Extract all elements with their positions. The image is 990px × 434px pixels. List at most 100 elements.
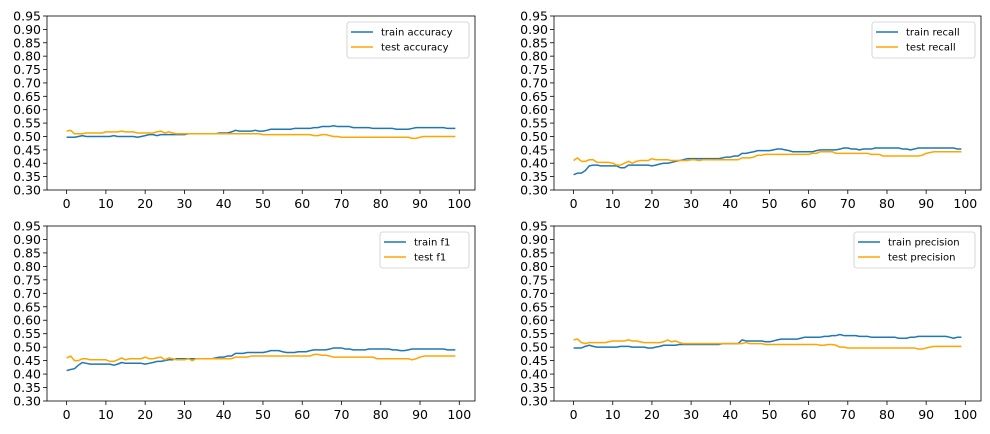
x-tick-label: 80	[879, 407, 895, 422]
x-tick-label: 30	[683, 407, 699, 422]
y-tick-label: 0.60	[13, 313, 41, 328]
x-tick-label: 90	[412, 407, 428, 422]
x-tick-label: 70	[840, 407, 856, 422]
y-tick-label: 0.60	[520, 313, 548, 328]
y-tick-label: 0.75	[520, 62, 548, 77]
y-tick-label: 0.80	[13, 259, 41, 274]
y-tick-label: 0.80	[520, 259, 548, 274]
series-line-train	[573, 333, 962, 349]
y-tick-label: 0.95	[520, 219, 548, 234]
axes-frame	[46, 15, 476, 191]
y-tick-label: 0.60	[520, 102, 548, 117]
legend-label: test precision	[888, 253, 956, 264]
x-tick-label: 60	[801, 196, 817, 211]
x-tick-label: 20	[644, 407, 660, 422]
axes-frame	[46, 225, 476, 402]
subplot-f1: 0 10 20 30 40 50 60 70 80 90 1000.300.350.400.450.…	[13, 219, 476, 422]
subplot-precision: 0 10 20 30 40 50 60 70 80 90 1000.300.350.400.450.…	[520, 219, 982, 422]
y-tick-label: 0.95	[520, 9, 548, 24]
x-tick-label: 10	[98, 407, 114, 422]
y-tick-label: 0.50	[13, 129, 41, 144]
x-tick-label: 100	[447, 407, 471, 422]
y-tick-label: 0.85	[520, 35, 548, 50]
y-tick-label: 0.40	[520, 367, 548, 382]
x-tick-label: 100	[953, 407, 977, 422]
x-tick-label: 30	[683, 196, 699, 211]
y-tick-label: 0.50	[520, 129, 548, 144]
subplot-recall: 0 10 20 30 40 50 60 70 80 90 1000.300.350.400.450.…	[520, 9, 982, 211]
y-tick-label: 0.40	[13, 156, 41, 171]
legend-box	[379, 231, 470, 269]
x-tick-label: 10	[605, 196, 621, 211]
legend: train accuracy test accuracy	[346, 21, 470, 59]
y-tick-label: 0.30	[13, 394, 41, 409]
subplot-accuracy: 0 10 20 30 40 50 60 70 80 90 1000.300.350.400.450.…	[13, 9, 476, 211]
y-tick-label: 0.90	[520, 22, 548, 37]
y-tick-label: 0.70	[13, 75, 41, 90]
legend-label: test recall	[906, 43, 956, 54]
legend: train f1 test f1	[379, 231, 470, 269]
legend-label: test accuracy	[381, 43, 449, 54]
y-tick-label: 0.80	[13, 49, 41, 64]
y-tick-label: 0.50	[520, 340, 548, 355]
axes-frame	[553, 225, 982, 402]
y-tick-label: 0.85	[520, 245, 548, 260]
x-tick-label: 20	[137, 196, 153, 211]
legend-label: train recall	[906, 28, 960, 39]
y-tick-label: 0.85	[13, 35, 41, 50]
x-tick-label: 10	[98, 196, 114, 211]
x-tick-label: 40	[216, 407, 232, 422]
y-tick-label: 0.65	[13, 299, 41, 314]
y-tick-label: 0.75	[520, 272, 548, 287]
y-tick-label: 0.45	[13, 142, 41, 157]
x-tick-label: 0	[570, 407, 578, 422]
x-tick-label: 30	[176, 407, 192, 422]
series-line-train	[66, 347, 456, 372]
x-tick-label: 90	[918, 407, 934, 422]
series-line-train	[573, 147, 962, 176]
y-tick-label: 0.40	[520, 156, 548, 171]
y-tick-label: 0.60	[13, 102, 41, 117]
y-tick-label: 0.75	[13, 62, 41, 77]
x-tick-label: 40	[722, 407, 738, 422]
x-tick-label: 60	[294, 196, 310, 211]
y-tick-label: 0.95	[13, 9, 41, 24]
series-line-test	[573, 338, 962, 350]
x-tick-label: 20	[644, 196, 660, 211]
y-tick-label: 0.65	[13, 89, 41, 104]
legend: train precision test precision	[853, 231, 976, 269]
x-tick-label: 70	[334, 407, 350, 422]
legend-box	[871, 21, 976, 59]
x-tick-label: 50	[255, 407, 271, 422]
legend-label: train f1	[414, 238, 450, 249]
y-tick-label: 0.45	[13, 353, 41, 368]
y-tick-label: 0.80	[520, 49, 548, 64]
y-tick-label: 0.65	[520, 89, 548, 104]
x-tick-label: 0	[63, 196, 71, 211]
x-tick-label: 60	[294, 407, 310, 422]
y-tick-label: 0.50	[13, 340, 41, 355]
x-tick-label: 80	[373, 407, 389, 422]
y-tick-label: 0.70	[520, 75, 548, 90]
y-tick-label: 0.55	[520, 116, 548, 131]
y-tick-label: 0.90	[13, 22, 41, 37]
y-tick-label: 0.55	[13, 326, 41, 341]
y-tick-label: 0.65	[520, 299, 548, 314]
y-tick-label: 0.35	[13, 380, 41, 395]
x-tick-label: 90	[918, 196, 934, 211]
series-line-test	[66, 129, 456, 140]
x-tick-label: 40	[722, 196, 738, 211]
legend-box	[853, 231, 976, 269]
x-tick-label: 20	[137, 407, 153, 422]
y-tick-label: 0.45	[520, 142, 548, 157]
y-tick-label: 0.30	[520, 394, 548, 409]
y-tick-label: 0.35	[13, 169, 41, 184]
series-line-train	[66, 125, 456, 139]
y-tick-label: 0.95	[13, 219, 41, 234]
series-line-test	[66, 353, 456, 363]
y-tick-label: 0.45	[520, 353, 548, 368]
y-tick-label: 0.70	[520, 286, 548, 301]
x-tick-label: 50	[255, 196, 271, 211]
legend-box	[346, 21, 470, 59]
